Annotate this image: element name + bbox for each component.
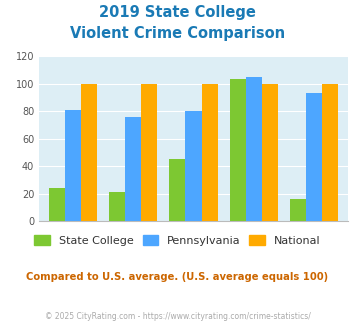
Bar [125,116,141,221]
Bar [322,83,338,221]
Text: Violent Crime Comparison: Violent Crime Comparison [70,26,285,41]
Bar [49,188,65,221]
Bar [169,159,185,221]
Bar [81,83,97,221]
Bar [141,83,157,221]
Text: © 2025 CityRating.com - https://www.cityrating.com/crime-statistics/: © 2025 CityRating.com - https://www.city… [45,312,310,321]
Bar [185,111,202,221]
Bar [246,77,262,221]
Bar [230,80,246,221]
Bar [65,110,81,221]
Bar [290,199,306,221]
Text: 2019 State College: 2019 State College [99,5,256,20]
Legend: State College, Pennsylvania, National: State College, Pennsylvania, National [34,235,321,246]
Bar [109,192,125,221]
Text: Compared to U.S. average. (U.S. average equals 100): Compared to U.S. average. (U.S. average … [26,272,329,282]
Bar [306,93,322,221]
Bar [262,83,278,221]
Bar [202,83,218,221]
